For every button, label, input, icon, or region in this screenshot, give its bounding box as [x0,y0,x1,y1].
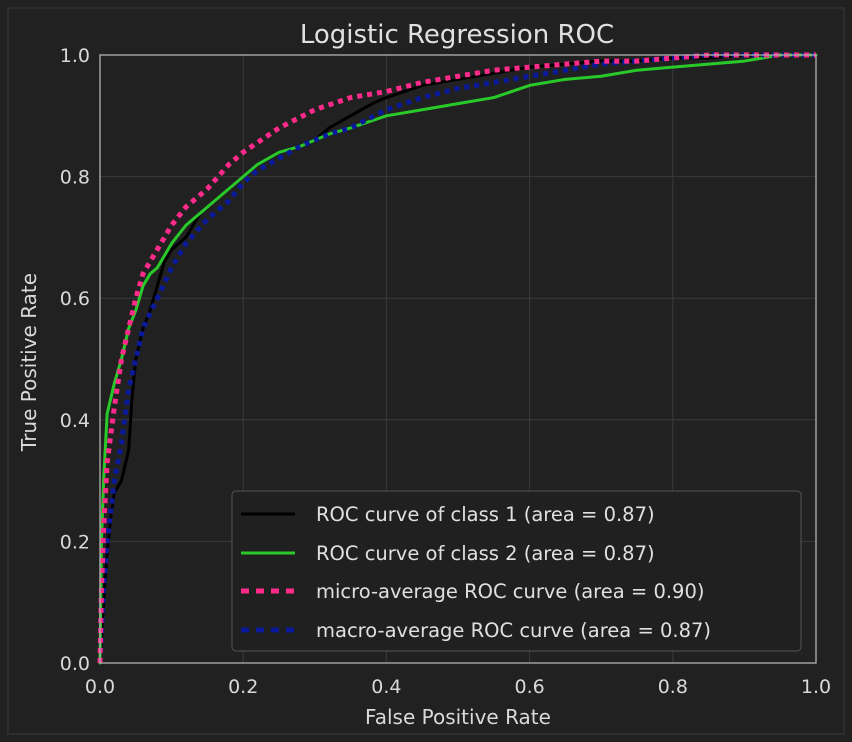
y-axis-label: True Positive Rate [17,273,41,452]
legend-label: ROC curve of class 1 (area = 0.87) [316,503,655,526]
figure-border [7,7,845,735]
series-line-3 [97,52,816,664]
x-tick-label: 0.0 [85,676,115,698]
x-tick-label: 0.2 [228,676,258,698]
chart-title: Logistic Regression ROC [300,20,614,50]
y-tick-label: 0.8 [60,167,90,189]
x-tick-label: 1.0 [801,676,831,698]
x-tick-label: 0.6 [514,676,544,698]
y-tick-label: 1.0 [60,45,90,67]
legend-label: macro-average ROC curve (area = 0.87) [316,619,711,642]
y-axis-ticks: 0.0 0.2 0.4 0.6 0.8 1.0 [60,45,90,675]
legend-label: micro-average ROC curve (area = 0.90) [316,580,704,603]
x-tick-label: 0.8 [658,676,688,698]
series-line-2 [98,53,818,665]
y-tick-label: 0.6 [60,288,90,310]
legend-box [231,490,802,652]
x-axis-label: False Positive Rate [365,705,551,729]
y-tick-label: 0.0 [60,653,90,675]
y-tick-label: 0.2 [60,531,90,553]
legend-label: ROC curve of class 2 (area = 0.87) [316,542,655,565]
plot-area [97,52,818,665]
x-axis-ticks: 0.0 0.2 0.4 0.6 0.8 1.0 [85,676,831,698]
axes-frame [99,54,817,664]
legend: ROC curve of class 1 (area = 0.87) ROC cu… [231,490,802,652]
x-tick-label: 0.4 [371,676,401,698]
y-tick-label: 0.4 [60,410,90,432]
